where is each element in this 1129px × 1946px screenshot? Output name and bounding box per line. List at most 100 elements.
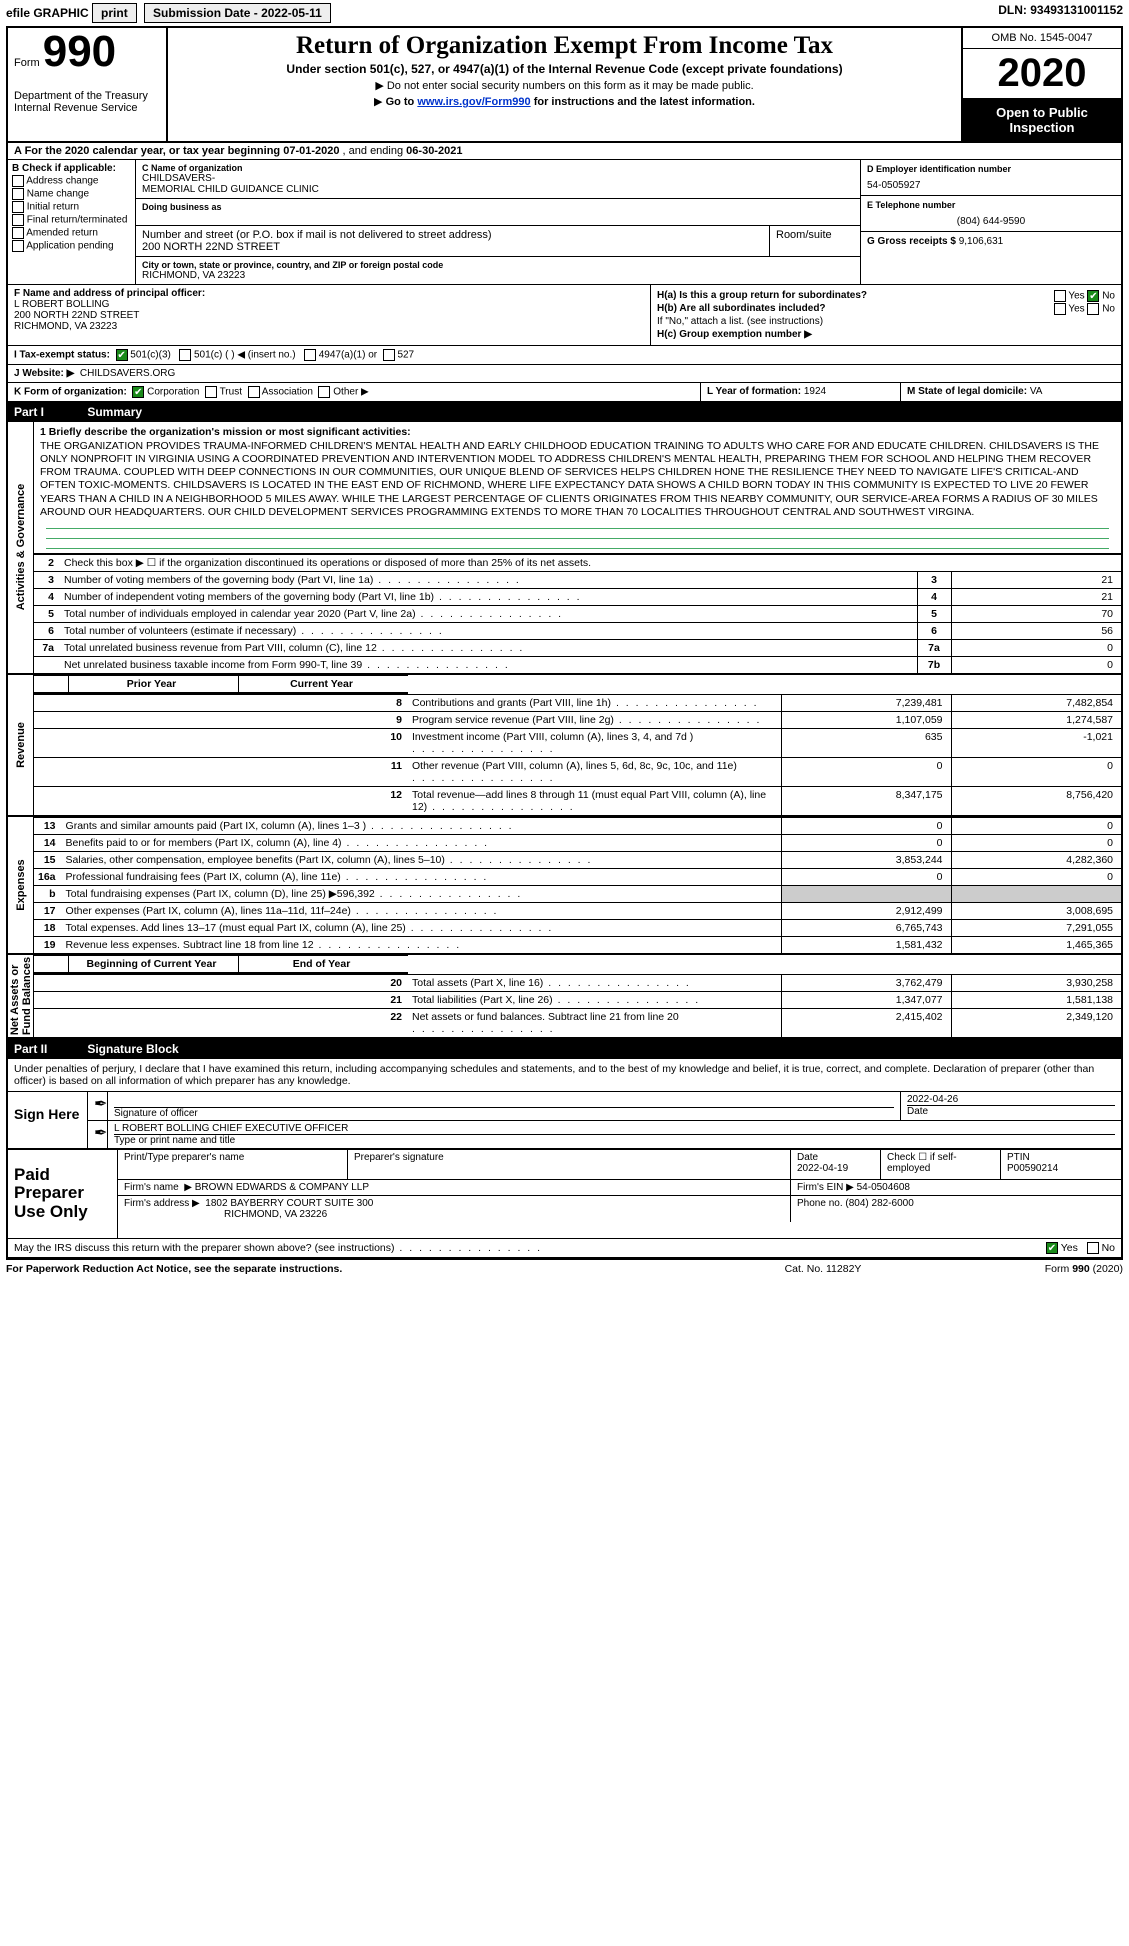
arrow-icon	[375, 80, 387, 92]
note-goto-pre: Go to	[386, 96, 418, 108]
tax-year: 2020	[963, 49, 1121, 99]
rule-line	[46, 539, 1109, 549]
officer-name: L ROBERT BOLLING	[14, 299, 109, 310]
i-4947-checkbox[interactable]	[304, 349, 316, 361]
b-option[interactable]: Application pending	[12, 240, 131, 252]
firm-name: BROWN EDWARDS & COMPANY LLP	[195, 1182, 369, 1193]
ein-label: D Employer identification number	[867, 164, 1115, 174]
k-corp-checkbox[interactable]	[132, 386, 144, 398]
form-header: Form 990 Department of the Treasury Inte…	[8, 28, 1121, 143]
curr-val: 0	[951, 757, 1121, 786]
instructions-link[interactable]: www.irs.gov/Form990	[417, 96, 530, 108]
firm-addr2: RICHMOND, VA 23226	[224, 1209, 327, 1220]
b-option[interactable]: Name change	[12, 188, 131, 200]
part-i-num: Part I	[14, 405, 84, 419]
hb-yes-checkbox[interactable]	[1054, 303, 1066, 315]
firm-ein: 54-0504608	[857, 1182, 910, 1193]
line-no: 9	[34, 711, 408, 728]
c-name-label: C Name of organization	[142, 163, 854, 173]
paid-preparer-block: Paid Preparer Use Only Print/Type prepar…	[8, 1150, 1121, 1239]
omb-number: OMB No. 1545-0047	[963, 28, 1121, 49]
curr-val: 0	[951, 834, 1121, 851]
phone-value: (804) 644-9590	[867, 216, 1115, 227]
i-label: I Tax-exempt status:	[14, 350, 110, 361]
gov-table: 2Check this box ▶ ☐ if the organization …	[34, 554, 1121, 673]
prior-val: 6,765,743	[781, 919, 951, 936]
b-option[interactable]: Amended return	[12, 227, 131, 239]
curr-val: -1,021	[951, 728, 1121, 757]
city-label: City or town, state or province, country…	[142, 260, 854, 270]
line-j: J Website: ▶ CHILDSAVERS.ORG	[8, 365, 1121, 383]
self-employed-label: Check ☐ if self-employed	[881, 1150, 1001, 1179]
line-box: 4	[917, 588, 951, 605]
ha-yes-checkbox[interactable]	[1054, 290, 1066, 302]
i-527-checkbox[interactable]	[383, 349, 395, 361]
page-footer: For Paperwork Reduction Act Notice, see …	[0, 1260, 1129, 1278]
discuss-no-checkbox[interactable]	[1087, 1242, 1099, 1254]
print-button[interactable]: print	[92, 3, 137, 23]
discuss-yes-checkbox[interactable]	[1046, 1242, 1058, 1254]
line-desc: Investment income (Part VIII, column (A)…	[408, 728, 781, 757]
line-i: I Tax-exempt status: 501(c)(3) 501(c) ( …	[8, 346, 1121, 365]
vlabel-net-text: Net Assets or Fund Balances	[9, 957, 33, 1035]
i-501c-checkbox[interactable]	[179, 349, 191, 361]
line-desc: Contributions and grants (Part VIII, lin…	[408, 694, 781, 711]
line-desc: Total fundraising expenses (Part IX, col…	[62, 885, 781, 902]
col-f: F Name and address of principal officer:…	[8, 285, 651, 345]
k-opt1: Corporation	[147, 387, 199, 398]
curr-val: 1,465,365	[951, 936, 1121, 953]
m-label: M State of legal domicile:	[907, 386, 1027, 397]
discuss-line: May the IRS discuss this return with the…	[8, 1239, 1121, 1258]
efile-label: efile GRAPHIC	[6, 6, 89, 20]
line-no: b	[34, 885, 62, 902]
b-option[interactable]: Address change	[12, 175, 131, 187]
curr-val: 0	[951, 868, 1121, 885]
b-option[interactable]: Final return/terminated	[12, 214, 131, 226]
b-option[interactable]: Initial return	[12, 201, 131, 213]
line-desc: Total liabilities (Part X, line 26)	[408, 991, 781, 1008]
prior-val: 3,762,479	[781, 974, 951, 991]
line-klm: K Form of organization: Corporation Trus…	[8, 383, 1121, 402]
k-trust-checkbox[interactable]	[205, 386, 217, 398]
sig-date-label: Date	[907, 1106, 1115, 1117]
part-ii-num: Part II	[14, 1042, 84, 1056]
tax-year-line: A For the 2020 calendar year, or tax yea…	[8, 143, 1121, 160]
b-label: B Check if applicable:	[12, 163, 131, 174]
i-501c3-checkbox[interactable]	[116, 349, 128, 361]
form-title-block: Return of Organization Exempt From Incom…	[168, 28, 961, 141]
firm-phone-label: Phone no.	[797, 1198, 843, 1209]
prior-val: 0	[781, 834, 951, 851]
taxyear-begin: 07-01-2020	[283, 145, 339, 157]
mission-label: 1 Briefly describe the organization's mi…	[40, 426, 411, 438]
revenue-table: Prior Year Current Year 8Contributions a…	[34, 675, 1121, 815]
hb-no-checkbox[interactable]	[1087, 303, 1099, 315]
hb-note: If "No," attach a list. (see instruction…	[657, 316, 1115, 327]
line-no: 14	[34, 834, 62, 851]
org-name-1: CHILDSAVERS-	[142, 173, 854, 184]
curr-val: 0	[951, 817, 1121, 834]
i-opt3: 4947(a)(1) or	[319, 350, 377, 361]
mission-text: THE ORGANIZATION PROVIDES TRAUMA-INFORME…	[40, 440, 1115, 519]
vlabel-exp: Expenses	[8, 817, 34, 953]
no-label: No	[1102, 1242, 1115, 1254]
ha-no-checkbox[interactable]	[1087, 290, 1099, 302]
k-other-checkbox[interactable]	[318, 386, 330, 398]
taxyear-end: 06-30-2021	[406, 145, 462, 157]
i-opt2: 501(c) ( ) ◀ (insert no.)	[194, 350, 296, 361]
line-no: 3	[34, 571, 60, 588]
end-year-hdr: End of Year	[238, 955, 408, 972]
k-label: K Form of organization:	[14, 387, 127, 398]
curr-year-hdr: Current Year	[238, 675, 408, 692]
line-no: 16a	[34, 868, 62, 885]
k-assoc-checkbox[interactable]	[248, 386, 260, 398]
paid-preparer-label: Paid Preparer Use Only	[8, 1150, 118, 1238]
col-c: C Name of organization CHILDSAVERS- MEMO…	[136, 160, 861, 284]
city-value: RICHMOND, VA 23223	[142, 270, 854, 281]
submission-date-button[interactable]: Submission Date - 2022-05-11	[144, 3, 331, 23]
vlabel-exp-text: Expenses	[15, 859, 27, 910]
line-val: 56	[951, 622, 1121, 639]
begin-year-hdr: Beginning of Current Year	[68, 955, 238, 972]
line-no: 5	[34, 605, 60, 622]
curr-val: 3,008,695	[951, 902, 1121, 919]
printed-name-label: Type or print name and title	[114, 1135, 1115, 1146]
